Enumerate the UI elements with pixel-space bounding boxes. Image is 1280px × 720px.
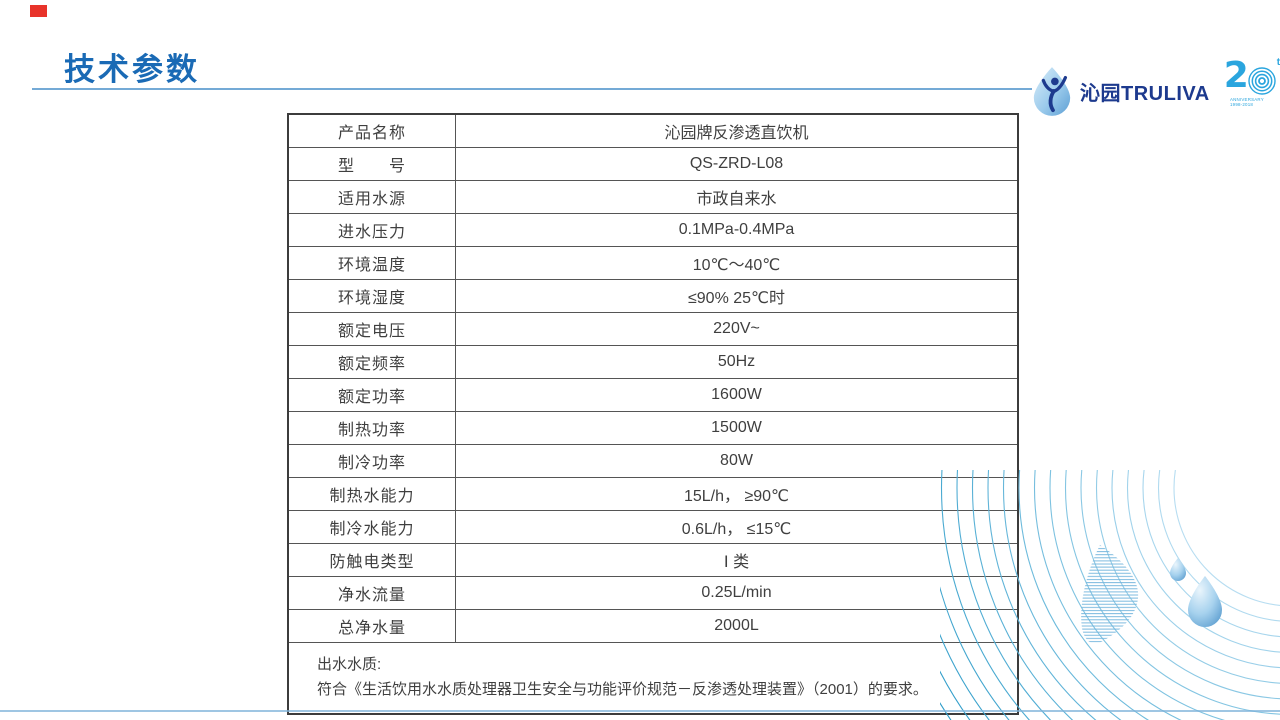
table-row: 额定电压 220V~ bbox=[289, 313, 1017, 346]
bottom-divider-line bbox=[0, 710, 1280, 712]
spec-value-cell: Ⅰ 类 bbox=[723, 554, 750, 571]
spec-value-cell: 0.25L/min bbox=[701, 584, 772, 601]
anniversary-subtext-line2: 1998-2018 bbox=[1229, 102, 1253, 108]
page-title: 技术参数 bbox=[64, 52, 200, 87]
table-row: 型 号 QS-ZRD-L08 bbox=[289, 148, 1017, 181]
footer-water-quality-standard: 符合《生活饮用水水质处理器卫生安全与功能评价规范－反渗透处理装置》（2001）的… bbox=[317, 681, 928, 698]
footer-water-quality-heading: 出水水质: bbox=[317, 656, 382, 673]
brand-logo-text: 沁园TRULIVA bbox=[1080, 82, 1210, 105]
brand-area: 沁园TRULIVA 2 th ANNIVERSARY 1998-2018 bbox=[1030, 58, 1280, 122]
table-row: 环境温度 10℃～40℃ bbox=[289, 247, 1017, 280]
table-row: 防触电类型 Ⅰ 类 bbox=[289, 544, 1017, 577]
spec-label-cell: 制冷水能力 bbox=[289, 511, 456, 543]
spec-label-cell: 型 号 bbox=[289, 148, 456, 180]
spec-label-cell: 防触电类型 bbox=[289, 544, 456, 576]
title-underline bbox=[32, 88, 1032, 90]
spec-table: 产品名称 沁园牌反渗透直饮机 型 号 QS-ZRD-L08 适用水源 市政自来水… bbox=[287, 113, 1019, 715]
spec-label-cell: 制热水能力 bbox=[289, 478, 456, 510]
table-row: 制热功率 1500W bbox=[289, 412, 1017, 445]
spec-value-cell: 80W bbox=[720, 452, 753, 469]
red-accent-tab bbox=[30, 5, 47, 17]
anniversary-logo: 2 th ANNIVERSARY 1998-2018 bbox=[1224, 58, 1280, 115]
spec-value-cell: QS-ZRD-L08 bbox=[689, 155, 784, 172]
spec-value-cell: 0.1MPa-0.4MPa bbox=[678, 221, 795, 238]
spec-label-cell: 产品名称 bbox=[289, 115, 456, 147]
spec-value-cell: 市政自来水 bbox=[696, 191, 777, 208]
table-row: 环境湿度 ≤90% 25℃时 bbox=[289, 280, 1017, 313]
table-row: 额定频率 50Hz bbox=[289, 346, 1017, 379]
anniversary-subtext: ANNIVERSARY 1998-2018 bbox=[1229, 97, 1264, 108]
spec-value-cell: 10℃～40℃ bbox=[692, 257, 781, 274]
table-row: 适用水源 市政自来水 bbox=[289, 181, 1017, 214]
spec-label-cell: 适用水源 bbox=[289, 181, 456, 213]
table-row: 制热水能力 15L/h， ≥90℃ bbox=[289, 478, 1017, 511]
table-row: 制冷功率 80W bbox=[289, 445, 1017, 478]
anniversary-number: 2 bbox=[1223, 55, 1249, 97]
table-row: 进水压力 0.1MPa-0.4MPa bbox=[289, 214, 1017, 247]
table-row: 额定功率 1600W bbox=[289, 379, 1017, 412]
spec-value-cell: 0.6L/h， ≤15℃ bbox=[681, 521, 792, 538]
spec-label-cell: 额定频率 bbox=[289, 346, 456, 378]
spec-label-cell: 总净水量 bbox=[289, 610, 456, 642]
spec-label-cell: 额定电压 bbox=[289, 313, 456, 345]
small-waterdrop-icon bbox=[1170, 558, 1186, 581]
spec-value-cell: 15L/h， ≥90℃ bbox=[683, 488, 790, 505]
waterdrop-logo-icon bbox=[1033, 67, 1071, 116]
anniversary-subtext-line1: ANNIVERSARY bbox=[1229, 97, 1264, 103]
spec-label-cell: 环境温度 bbox=[289, 247, 456, 279]
spec-value-cell: 50Hz bbox=[717, 353, 756, 370]
spec-label-cell: 净水流量 bbox=[289, 577, 456, 609]
table-row: 制冷水能力 0.6L/h， ≤15℃ bbox=[289, 511, 1017, 544]
large-waterdrop-icon bbox=[1188, 576, 1222, 627]
spec-label-cell: 环境湿度 bbox=[289, 280, 456, 312]
table-row: 净水流量 0.25L/min bbox=[289, 577, 1017, 610]
spec-value-cell: 220V~ bbox=[713, 320, 760, 337]
spec-value-cell: ≤90% 25℃时 bbox=[687, 290, 786, 307]
spec-label-cell: 进水压力 bbox=[289, 214, 456, 246]
spec-value-cell: 沁园牌反渗透直饮机 bbox=[664, 125, 809, 142]
spec-label-cell: 制冷功率 bbox=[289, 445, 456, 477]
table-row: 产品名称 沁园牌反渗透直饮机 bbox=[289, 115, 1017, 148]
spec-label-cell: 额定功率 bbox=[289, 379, 456, 411]
spec-value-cell: 1600W bbox=[711, 386, 762, 403]
spec-value-cell: 2000L bbox=[714, 617, 759, 634]
anniversary-suffix: th bbox=[1276, 57, 1280, 69]
striped-leaf-shape bbox=[1081, 545, 1139, 644]
table-row: 总净水量 2000L bbox=[289, 610, 1017, 643]
spec-table-rows: 产品名称 沁园牌反渗透直饮机 型 号 QS-ZRD-L08 适用水源 市政自来水… bbox=[289, 115, 1017, 643]
spec-value-cell: 1500W bbox=[711, 419, 762, 436]
anniversary-ripple-icon bbox=[1248, 67, 1276, 96]
spec-label-cell: 制热功率 bbox=[289, 412, 456, 444]
spec-table-footer: 出水水质: 符合《生活饮用水水质处理器卫生安全与功能评价规范－反渗透处理装置》（… bbox=[289, 643, 1017, 713]
